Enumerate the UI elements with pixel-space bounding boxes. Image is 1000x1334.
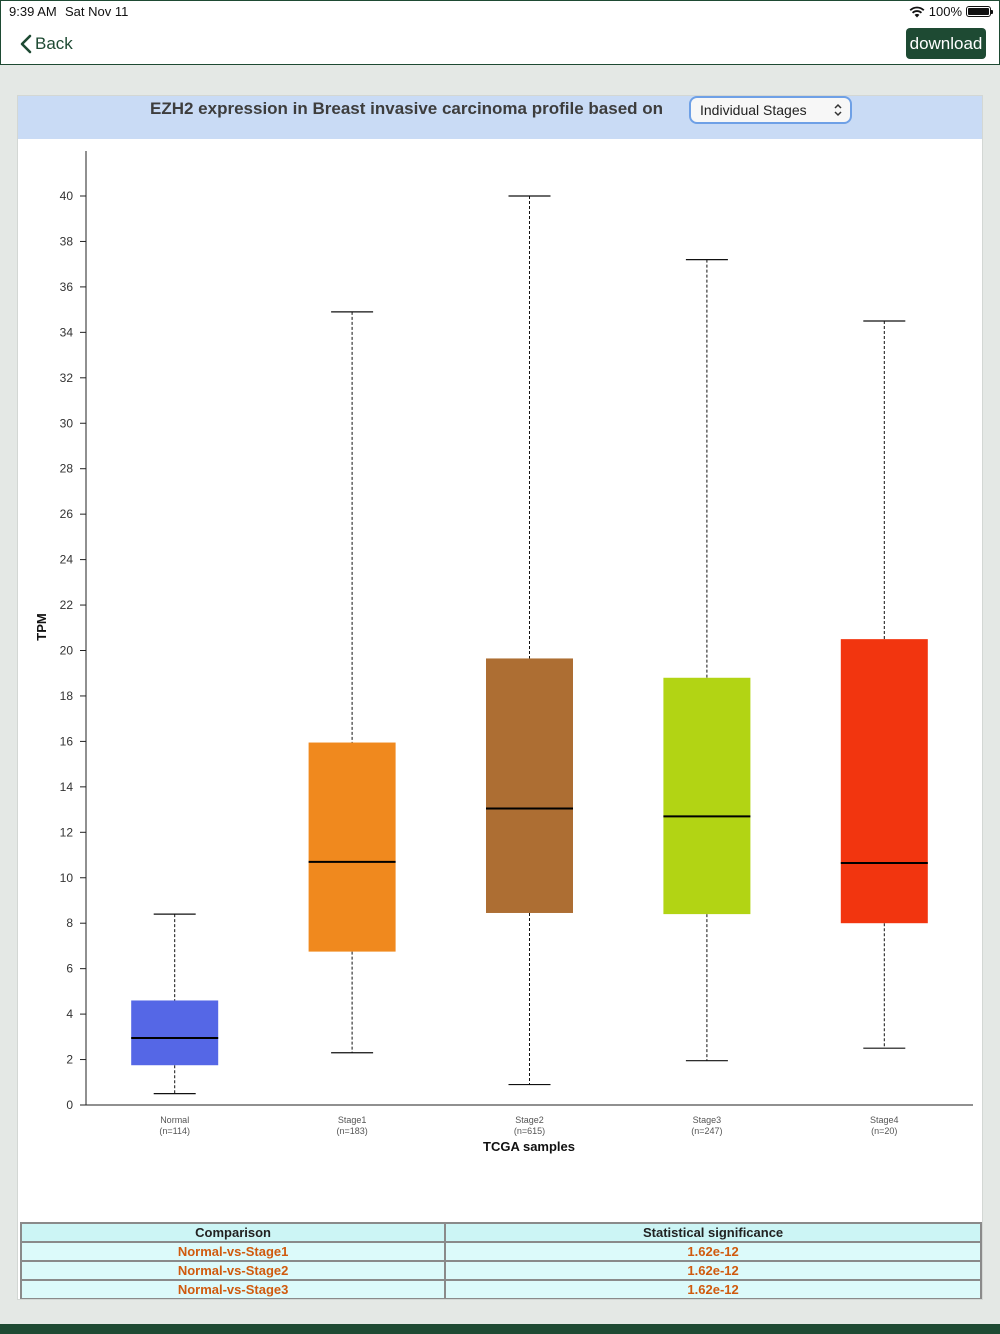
x-tick-count: (n=20) (871, 1126, 897, 1136)
y-tick-label: 20 (60, 644, 74, 658)
y-tick-label: 14 (60, 780, 74, 794)
significance-cell: 1.62e-12 (444, 1279, 982, 1299)
column-header-significance: Statistical significance (444, 1222, 982, 1243)
wifi-icon (909, 6, 925, 17)
significance-cell: 1.62e-12 (444, 1241, 982, 1262)
stage-select-value: Individual Stages (700, 102, 807, 118)
box-body (131, 1000, 219, 1066)
card-header: EZH2 expression in Breast invasive carci… (18, 96, 982, 139)
x-tick-count: (n=114) (159, 1126, 190, 1136)
x-tick-label: Stage3 (693, 1115, 722, 1125)
status-date: Sat Nov 11 (65, 4, 129, 19)
x-tick-count: (n=247) (691, 1126, 722, 1136)
x-axis-label: TCGA samples (483, 1139, 575, 1154)
back-label: Back (35, 34, 73, 53)
back-button[interactable]: Back (19, 31, 73, 57)
x-tick-label: Stage1 (338, 1115, 367, 1125)
y-tick-label: 28 (60, 462, 74, 476)
table-row: Normal-vs-Stage3 1.62e-12 (19, 1279, 982, 1299)
y-tick-label: 6 (66, 962, 73, 976)
x-tick-label: Stage2 (515, 1115, 544, 1125)
y-tick-label: 4 (66, 1007, 73, 1021)
x-tick-count: (n=615) (514, 1126, 545, 1136)
chart-title: EZH2 expression in Breast invasive carci… (150, 99, 664, 118)
y-tick-label: 12 (60, 825, 74, 839)
y-tick-label: 36 (60, 280, 74, 294)
box-stage4: Stage4(n=20) (840, 320, 928, 1136)
y-tick-label: 24 (60, 553, 74, 567)
table-header-row: Comparison Statistical significance (19, 1222, 982, 1243)
stage-select[interactable]: Individual Stages (689, 96, 852, 124)
y-axis-label: TPM (34, 613, 49, 640)
y-tick-label: 26 (60, 507, 74, 521)
box-stage3: Stage3(n=247) (663, 259, 751, 1136)
comparison-cell: Normal-vs-Stage1 (19, 1241, 447, 1262)
y-tick-label: 34 (60, 325, 74, 339)
download-button[interactable]: download (906, 28, 986, 59)
comparison-cell: Normal-vs-Stage2 (19, 1260, 447, 1281)
select-arrows-icon (834, 103, 842, 117)
box-body (308, 742, 396, 952)
x-tick-count: (n=183) (336, 1126, 367, 1136)
status-time: 9:39 AM (9, 4, 57, 19)
chevron-left-icon (20, 34, 32, 54)
box-normal: Normal(n=114) (131, 913, 219, 1136)
y-tick-label: 22 (60, 598, 74, 612)
y-tick-label: 10 (60, 871, 74, 885)
battery-percent: 100% (928, 4, 962, 19)
battery-icon (966, 6, 993, 17)
box-stage1: Stage1(n=183) (308, 311, 396, 1136)
status-indicators: 100% (909, 4, 993, 19)
y-tick-label: 0 (66, 1098, 73, 1112)
box-stage2: Stage2(n=615) (486, 195, 573, 1136)
box-body (840, 639, 928, 924)
y-tick-label: 2 (66, 1053, 73, 1067)
y-tick-label: 32 (60, 371, 74, 385)
significance-table: Comparison Statistical significance Norm… (19, 1222, 982, 1299)
expression-card: EZH2 expression in Breast invasive carci… (17, 95, 983, 1300)
table-row: Normal-vs-Stage1 1.62e-12 (19, 1241, 982, 1262)
significance-cell: 1.62e-12 (444, 1260, 982, 1281)
bottom-bar (0, 1324, 1000, 1334)
y-tick-label: 16 (60, 734, 74, 748)
y-tick-label: 30 (60, 416, 74, 430)
comparison-cell: Normal-vs-Stage3 (19, 1279, 447, 1299)
y-tick-label: 18 (60, 689, 74, 703)
y-tick-label: 38 (60, 234, 74, 248)
x-tick-label: Normal (160, 1115, 189, 1125)
top-bar: 9:39 AM Sat Nov 11 100% Back download (0, 0, 1000, 65)
column-header-comparison: Comparison (19, 1222, 447, 1243)
box-body (486, 658, 573, 913)
x-tick-label: Stage4 (870, 1115, 899, 1125)
y-tick-label: 8 (66, 916, 73, 930)
box-body (663, 677, 751, 915)
y-tick-label: 40 (60, 189, 74, 203)
table-row: Normal-vs-Stage2 1.62e-12 (19, 1260, 982, 1281)
